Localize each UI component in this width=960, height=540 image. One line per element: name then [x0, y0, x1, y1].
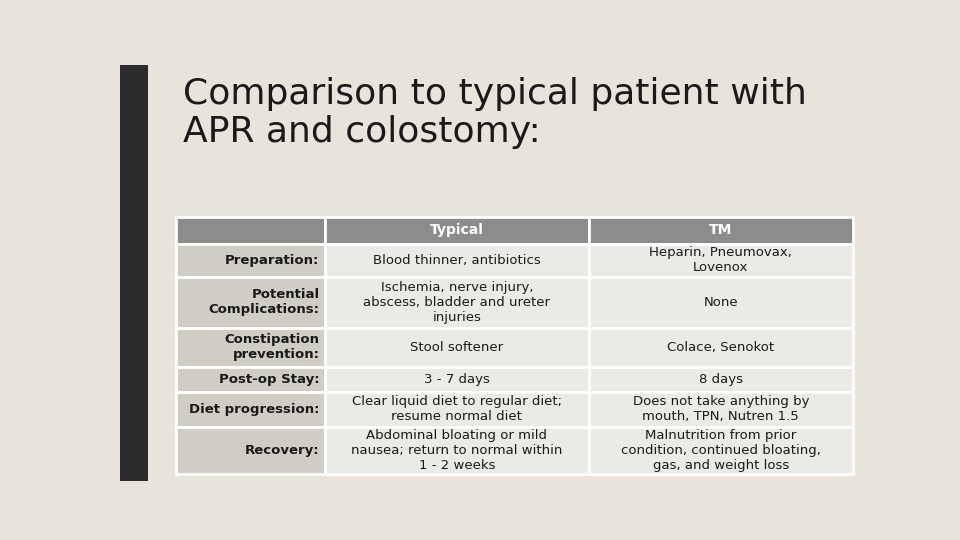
FancyBboxPatch shape: [176, 244, 324, 276]
FancyBboxPatch shape: [176, 427, 324, 474]
FancyBboxPatch shape: [176, 328, 324, 367]
FancyBboxPatch shape: [324, 367, 588, 392]
Text: Does not take anything by
mouth, TPN, Nutren 1.5: Does not take anything by mouth, TPN, Nu…: [633, 395, 809, 423]
Text: Heparin, Pneumovax,
Lovenox: Heparin, Pneumovax, Lovenox: [649, 246, 792, 274]
FancyBboxPatch shape: [324, 276, 588, 328]
FancyBboxPatch shape: [588, 217, 852, 244]
Text: Colace, Senokot: Colace, Senokot: [667, 341, 775, 354]
FancyBboxPatch shape: [588, 276, 852, 328]
FancyBboxPatch shape: [588, 328, 852, 367]
FancyBboxPatch shape: [324, 217, 588, 244]
Text: Abdominal bloating or mild
nausea; return to normal within
1 - 2 weeks: Abdominal bloating or mild nausea; retur…: [351, 429, 563, 472]
Text: 8 days: 8 days: [699, 373, 743, 386]
Text: Blood thinner, antibiotics: Blood thinner, antibiotics: [372, 254, 540, 267]
Text: Typical: Typical: [430, 223, 484, 237]
Text: TM: TM: [709, 223, 732, 237]
Text: Constipation
prevention:: Constipation prevention:: [225, 333, 320, 361]
Text: Post-op Stay:: Post-op Stay:: [219, 373, 320, 386]
Text: 3 - 7 days: 3 - 7 days: [423, 373, 490, 386]
FancyBboxPatch shape: [176, 367, 324, 392]
FancyBboxPatch shape: [324, 244, 588, 276]
FancyBboxPatch shape: [176, 392, 324, 427]
Text: None: None: [704, 295, 738, 309]
FancyBboxPatch shape: [120, 65, 148, 481]
Text: Comparison to typical patient with
APR and colostomy:: Comparison to typical patient with APR a…: [183, 77, 807, 150]
Text: Ischemia, nerve injury,
abscess, bladder and ureter
injuries: Ischemia, nerve injury, abscess, bladder…: [363, 281, 550, 323]
FancyBboxPatch shape: [324, 392, 588, 427]
Text: Clear liquid diet to regular diet;
resume normal diet: Clear liquid diet to regular diet; resum…: [351, 395, 562, 423]
Text: Potential
Complications:: Potential Complications:: [208, 288, 320, 316]
FancyBboxPatch shape: [176, 276, 324, 328]
FancyBboxPatch shape: [588, 367, 852, 392]
FancyBboxPatch shape: [588, 427, 852, 474]
Text: Diet progression:: Diet progression:: [189, 403, 320, 416]
FancyBboxPatch shape: [176, 217, 324, 244]
FancyBboxPatch shape: [324, 328, 588, 367]
Text: Recovery:: Recovery:: [245, 444, 320, 457]
FancyBboxPatch shape: [324, 427, 588, 474]
Text: Preparation:: Preparation:: [226, 254, 320, 267]
Text: Malnutrition from prior
condition, continued bloating,
gas, and weight loss: Malnutrition from prior condition, conti…: [621, 429, 821, 472]
Text: Stool softener: Stool softener: [410, 341, 503, 354]
FancyBboxPatch shape: [588, 244, 852, 276]
FancyBboxPatch shape: [588, 392, 852, 427]
